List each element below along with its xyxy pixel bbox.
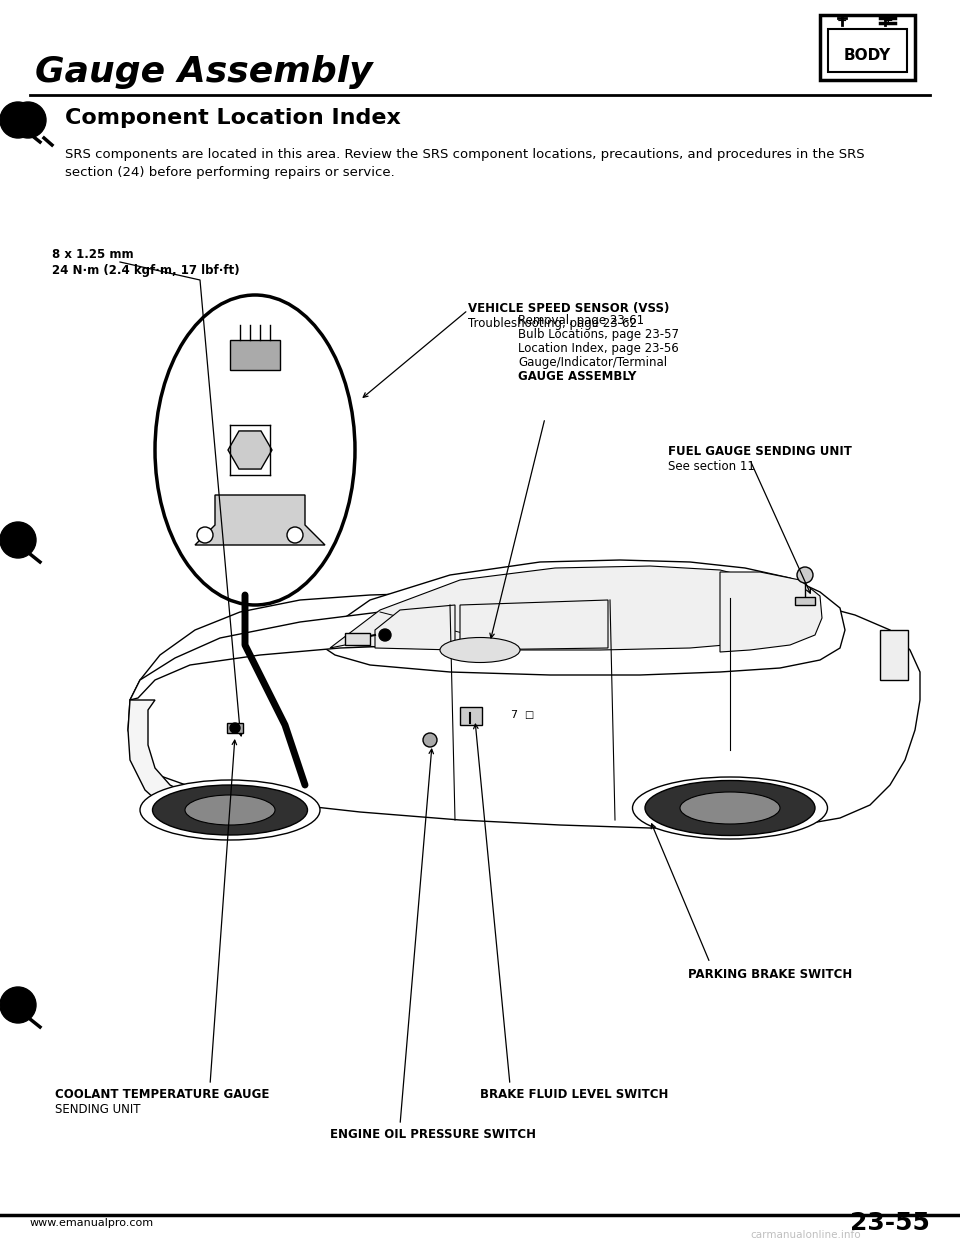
Polygon shape [230,340,280,370]
Polygon shape [330,566,800,650]
Ellipse shape [680,792,780,823]
Ellipse shape [153,785,307,835]
Bar [880,630,908,681]
Text: carmanualonline.info: carmanualonline.info [750,1230,860,1240]
Bar [820,15,915,79]
Polygon shape [128,587,920,828]
Circle shape [797,568,813,582]
Bar [828,29,907,72]
Polygon shape [375,605,455,650]
Text: ENGINE OIL PRESSURE SWITCH: ENGINE OIL PRESSURE SWITCH [330,1128,536,1141]
Text: 7: 7 [510,710,517,720]
Ellipse shape [185,795,275,825]
Text: FUEL GAUGE SENDING UNIT: FUEL GAUGE SENDING UNIT [668,445,852,458]
Polygon shape [460,600,608,650]
Circle shape [0,987,36,1023]
Text: PARKING BRAKE SWITCH: PARKING BRAKE SWITCH [688,968,852,981]
Circle shape [0,102,36,138]
Ellipse shape [155,296,355,605]
Polygon shape [128,700,200,820]
Polygon shape [130,604,640,700]
Polygon shape [720,573,822,652]
Text: Removal, page 23-61: Removal, page 23-61 [518,314,644,327]
Circle shape [423,733,437,746]
Bar [460,707,482,725]
Text: Bulb Locations, page 23-57: Bulb Locations, page 23-57 [518,328,679,342]
Text: GAUGE ASSEMBLY: GAUGE ASSEMBLY [518,370,636,383]
Ellipse shape [645,780,815,836]
Bar [795,597,815,605]
Text: SRS components are located in this area. Review the SRS component locations, pre: SRS components are located in this area.… [65,148,865,179]
Text: 24 N·m (2.4 kgf·m, 17 lbf·ft): 24 N·m (2.4 kgf·m, 17 lbf·ft) [52,265,240,277]
Text: Component Location Index: Component Location Index [65,108,401,128]
Text: 8 x 1.25 mm: 8 x 1.25 mm [52,248,133,261]
Text: −: − [837,15,848,27]
Text: Troubleshooting, page 23-62: Troubleshooting, page 23-62 [468,317,637,330]
Polygon shape [320,560,845,674]
Text: □: □ [524,710,533,720]
Ellipse shape [140,780,320,840]
Bar [345,633,370,645]
Bar [227,723,243,733]
Text: BODY: BODY [844,48,891,63]
Circle shape [197,527,213,543]
Text: See section 11: See section 11 [668,460,755,473]
Text: Gauge/Indicator/Terminal: Gauge/Indicator/Terminal [518,356,667,369]
Text: www.emanualpro.com: www.emanualpro.com [30,1218,155,1228]
Circle shape [10,102,46,138]
Circle shape [287,527,303,543]
Text: +: + [882,15,894,27]
Text: SENDING UNIT: SENDING UNIT [55,1103,140,1117]
Circle shape [230,723,240,733]
Text: BRAKE FLUID LEVEL SWITCH: BRAKE FLUID LEVEL SWITCH [480,1088,668,1100]
Text: VEHICLE SPEED SENSOR (VSS): VEHICLE SPEED SENSOR (VSS) [468,302,669,315]
Text: Location Index, page 23-56: Location Index, page 23-56 [518,342,679,355]
Text: 23-55: 23-55 [851,1211,930,1235]
Ellipse shape [440,637,520,662]
Circle shape [379,628,391,641]
Text: Gauge Assembly: Gauge Assembly [35,55,372,89]
Polygon shape [195,496,325,545]
Ellipse shape [633,777,828,840]
Text: COOLANT TEMPERATURE GAUGE: COOLANT TEMPERATURE GAUGE [55,1088,270,1100]
Polygon shape [228,431,272,469]
Circle shape [0,522,36,558]
